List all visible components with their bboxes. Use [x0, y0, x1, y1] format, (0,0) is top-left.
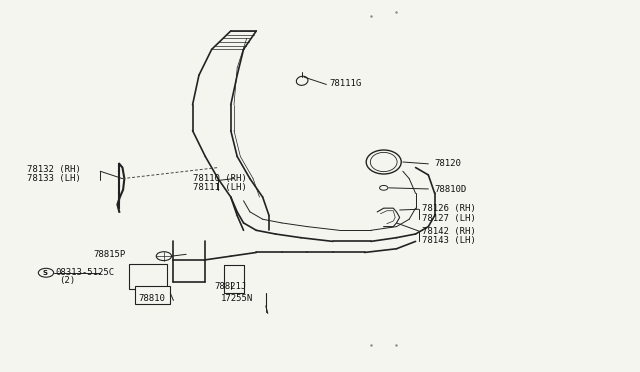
Text: 78111 (LH): 78111 (LH) [193, 183, 246, 192]
Text: 78110 (RH): 78110 (RH) [193, 174, 246, 183]
Text: 78132 (RH): 78132 (RH) [27, 165, 81, 174]
Text: 78133 (LH): 78133 (LH) [27, 174, 81, 183]
Text: 78143 (LH): 78143 (LH) [422, 236, 476, 245]
Text: 78815P: 78815P [94, 250, 126, 259]
Text: 78810D: 78810D [435, 185, 467, 194]
Text: 17255N: 17255N [221, 294, 253, 303]
Text: S: S [42, 270, 47, 276]
Text: 78810: 78810 [138, 294, 165, 303]
Text: 78126 (RH): 78126 (RH) [422, 204, 476, 214]
Circle shape [38, 268, 54, 277]
Ellipse shape [296, 76, 308, 85]
Text: 78111G: 78111G [330, 79, 362, 88]
FancyBboxPatch shape [135, 286, 170, 304]
Text: 78142 (RH): 78142 (RH) [422, 227, 476, 235]
Ellipse shape [371, 153, 397, 171]
Ellipse shape [380, 186, 388, 190]
Text: (2): (2) [59, 276, 75, 285]
Text: 78821J: 78821J [215, 282, 247, 291]
FancyBboxPatch shape [129, 263, 167, 289]
Text: 78120: 78120 [435, 159, 461, 169]
Text: 78127 (LH): 78127 (LH) [422, 214, 476, 222]
Circle shape [156, 252, 172, 260]
Ellipse shape [366, 150, 401, 174]
Text: 08313-5125C: 08313-5125C [56, 267, 115, 276]
